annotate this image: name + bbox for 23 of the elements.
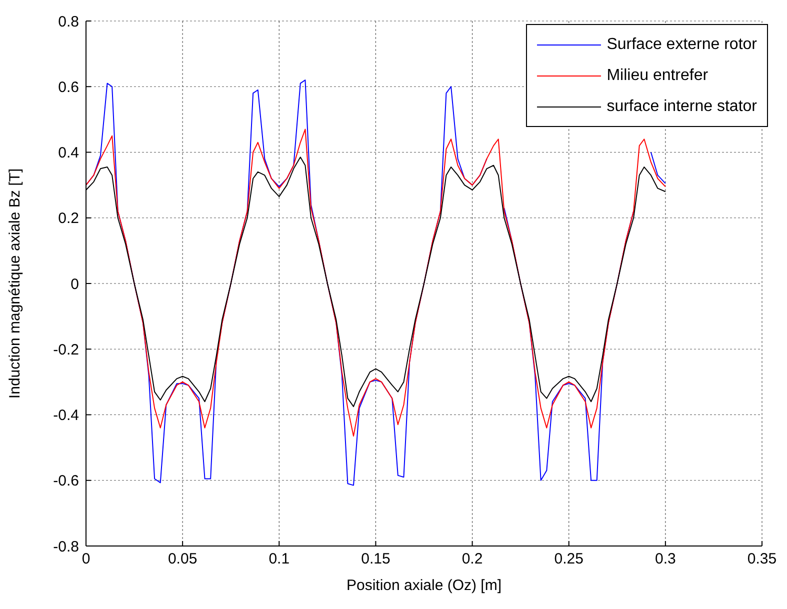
- x-tick-label: 0.05: [168, 550, 198, 568]
- legend-label: surface interne stator: [606, 98, 757, 116]
- x-tick-label: 0.2: [462, 550, 483, 568]
- x-tick-label: 0.1: [268, 550, 290, 568]
- y-tick-label: 0.6: [58, 78, 79, 96]
- y-tick-label: -0.8: [53, 538, 79, 556]
- y-tick-label: -0.6: [53, 472, 79, 490]
- x-axis-title: Position axiale (Oz) [m]: [346, 577, 502, 594]
- y-tick-label: -0.4: [53, 407, 79, 424]
- y-axis-title: Induction magnétique axiale Bz [T]: [6, 168, 24, 399]
- legend-label: Milieu entrefer: [606, 66, 708, 84]
- x-tick-label: 0.15: [361, 550, 390, 568]
- y-tick-label: 0: [70, 276, 79, 293]
- x-tick-label: 0.35: [747, 550, 777, 568]
- x-tick-label: 0: [82, 550, 90, 568]
- y-tick-label: 0.4: [58, 144, 79, 162]
- y-tick-label: 0.2: [58, 210, 79, 228]
- line-series: [86, 128, 666, 437]
- x-tick-label: 0.25: [554, 550, 584, 568]
- x-tick-label: 0.3: [655, 550, 676, 568]
- y-tick-label: -0.2: [53, 341, 79, 358]
- y-tick-label: 0.8: [58, 13, 79, 30]
- legend-label: Surface externe rotor: [606, 36, 757, 54]
